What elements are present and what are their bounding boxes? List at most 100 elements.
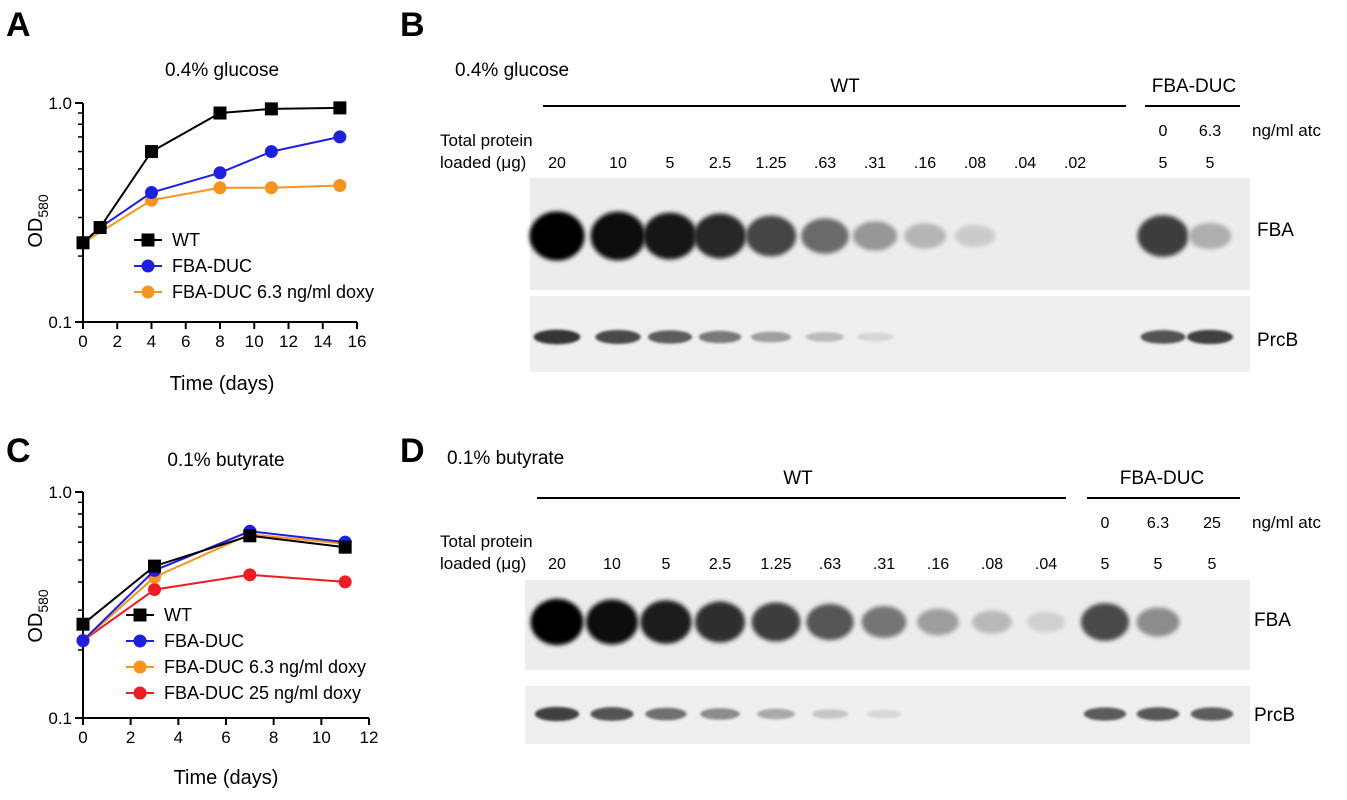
panel-d-fba-band-9 [1026,611,1066,633]
panel-b-title: 0.4% glucose [455,60,569,81]
panel-c-x-tick-label: 0 [78,728,87,747]
panel-b-band-fba: FBA [1257,220,1294,241]
panel-a-point-s0 [76,236,90,250]
panel-c-series-line-3 [82,573,346,642]
panel-a-point-s0 [333,101,347,115]
panel-a-ylabel-main: OD [25,218,47,248]
panel-b-fba-band-1 [590,211,646,261]
panel-b-fba-band-0 [529,211,585,261]
panel-d-fba-band-2 [640,600,692,644]
svg-text:OD580: OD580 [25,194,51,248]
panel-a-ylabel: OD580 [25,194,51,248]
panel-a-ylabel-sub: 580 [35,194,51,218]
panel-a-point-s2 [333,179,347,193]
svg-text:OD580: OD580 [25,589,51,643]
panel-d-lane-amount-5: .63 [819,556,841,573]
panel-b-lane-amount-5: .63 [814,155,836,172]
panel-b-fba-band-11 [1137,215,1189,257]
panel-d-prcb-band-4 [757,708,795,720]
panel-c-legend-label-3: FBA-DUC 25 ng/ml doxy [164,683,361,703]
panel-a-point-s1 [145,186,158,200]
panel-a-x-tick-label: 4 [147,332,156,351]
panel-d-fba-band-1 [585,599,639,645]
panel-a-legend-label-1: FBA-DUC [172,256,252,276]
panel-d-atc-value-2: 25 [1203,515,1221,532]
panel-d-prcb-band-1 [590,707,634,721]
panel-b-lane-amount-11: 5 [1159,155,1168,172]
panel-a-point-s0 [264,102,278,116]
panel-d-fba-band-10 [1080,603,1130,641]
panel-a-plot: 0.1 1.0 0 2 4 6 8 10 12 14 16 WT FBA-DUC FBA-DUC 6.3 … [48,94,374,351]
panel-c-point-s3 [148,583,161,597]
panel-c-growth-chart: 0.1% butyrate 0.1 1.0 0 2 4 6 8 10 12 WT FBA-DUC FB… [25,450,378,789]
panel-d-lane-amount-4: 1.25 [760,556,791,573]
panel-b-lane-amount-10: .02 [1064,155,1086,172]
panel-d-fba-band-5 [806,603,854,641]
panel-c-y-tick-label: 0.1 [48,709,72,728]
panel-c-legend-label-1: FBA-DUC [164,631,244,651]
panel-letter-b: B [400,6,425,44]
panel-a-x-tick-label: 0 [78,332,87,351]
panel-d-fba-band-6 [861,606,907,638]
panel-b-prcb-band-6 [856,332,894,342]
panel-d-lane-amount-1: 10 [603,556,621,573]
panel-b-lane-amount-0: 20 [548,155,566,172]
panel-b-prcb-band-5 [805,332,845,342]
panel-a-growth-chart: 0.4% glucose 0.1 1.0 0 2 4 6 8 10 12 14 16 WT FBA-DU… [25,60,374,395]
panel-a-legend-marker-1 [141,259,155,273]
panel-d-band-prcb: PrcB [1254,705,1295,726]
panel-c-x-tick-label: 8 [269,728,278,747]
panel-b-prcb-band-0 [533,329,581,345]
panel-d-prcb-band-12 [1190,707,1234,721]
panel-b-fba-band-5 [801,218,849,254]
panel-a-x-tick-label: 2 [113,332,122,351]
panel-d-lane-amount-11: 5 [1154,556,1163,573]
panel-d-lane-amount-10: 5 [1101,556,1110,573]
panel-d-fba-band-8 [971,610,1013,634]
panel-c-legend-marker-1 [133,634,147,648]
panel-d-prcb-band-11 [1136,707,1180,721]
panel-d-western-blot: 0.1% butyrate WT FBA-DUC ng/ml atc Total… [440,448,1321,744]
panel-a-legend-marker-0 [141,233,155,247]
panel-c-point-s0 [338,540,352,554]
panel-c-point-s0 [148,559,161,573]
panel-a-x-tick-label: 8 [215,332,224,351]
panel-b-fba-band-4 [745,215,797,257]
panel-a-x-tick-label: 10 [245,332,264,351]
panel-b-lane-amount-4: 1.25 [755,155,786,172]
panel-c-y-tick-label: 1.0 [48,483,72,502]
panel-c-legend-marker-0 [133,608,147,622]
panel-b-lanes: 20 10 5 2.5 1.25 .63 .31 .16 .08 .04 .02 5 5 0 6.3 [529,123,1250,372]
panel-a-point-s2 [264,181,278,195]
panel-a-x-tick-label: 6 [181,332,190,351]
panel-b-band-prcb: PrcB [1257,330,1298,351]
panel-a-point-s0 [93,221,107,235]
panel-a-point-s0 [213,106,227,120]
panel-letter-c: C [6,432,31,470]
panel-b-lane-amount-9: .04 [1014,155,1036,172]
panel-a-y-tick-label: 0.1 [48,313,72,332]
panel-b-loaded-line1: Total protein [440,131,533,150]
panel-b-prcb-band-12 [1186,329,1234,345]
panel-c-x-tick-label: 2 [126,728,135,747]
panel-c-point-s0 [76,617,90,631]
panel-d-lane-amount-9: .04 [1035,556,1057,573]
panel-b-atc-value-1: 6.3 [1199,123,1221,140]
panel-b-loaded-line2: loaded (μg) [440,153,526,172]
panel-d-prcb-band-0 [534,706,580,722]
panel-b-lane-amount-12: 5 [1206,155,1215,172]
panel-d-loaded-line2: loaded (μg) [440,554,526,573]
panel-b-fba-band-3 [693,213,747,259]
panel-b-fba-band-6 [852,221,898,251]
panel-a-point-s2 [213,181,227,195]
panel-d-lane-amount-6: .31 [873,556,895,573]
panel-d-lane-amount-3: 2.5 [709,556,731,573]
panel-a-title: 0.4% glucose [165,60,279,81]
panel-b-fba-band-12 [1188,222,1232,250]
panel-b-group-wt: WT [830,76,860,97]
panel-c-plot: 0.1 1.0 0 2 4 6 8 10 12 WT FBA-DUC FBA-DUC 6.3 ng/m… [48,483,378,747]
panel-d-fba-band-11 [1136,607,1180,637]
panel-d-atc-value-1: 6.3 [1147,515,1169,532]
panel-d-lane-amount-8: .08 [981,556,1003,573]
panel-a-point-s1 [213,166,227,180]
